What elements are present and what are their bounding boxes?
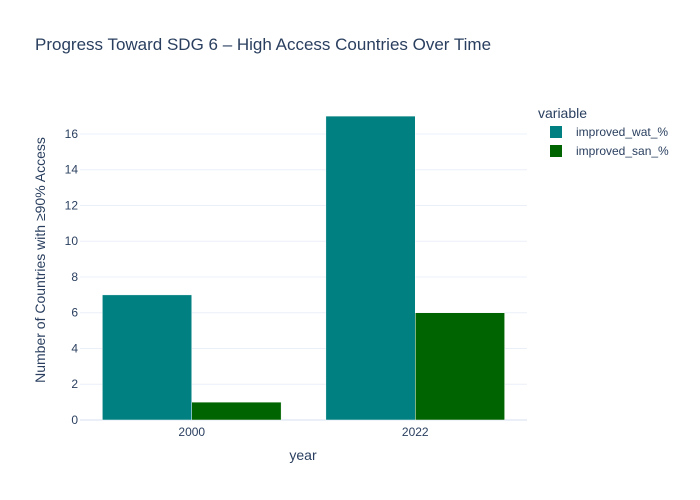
bar-improved-wat--2000 [102, 294, 192, 421]
y-tick-label: 0 [71, 413, 78, 427]
bar-improved-wat--2022 [325, 115, 416, 421]
bar-improved-san--2022 [415, 312, 505, 421]
y-axis-title: Number of Countries with ≥90% Access [32, 137, 48, 383]
y-axis-ticks: 0 2 4 6 8 10 12 14 16 [65, 127, 79, 427]
legend-swatch[interactable] [550, 126, 562, 138]
legend: variable improved_wat_% improved_san_% [538, 105, 669, 158]
x-axis-title: year [289, 447, 317, 463]
y-tick-label: 12 [65, 198, 79, 212]
y-tick-label: 8 [71, 270, 78, 284]
y-tick-label: 16 [65, 127, 79, 141]
y-tick-label: 2 [71, 377, 78, 391]
bars [102, 115, 505, 421]
x-tick-label: 2000 [178, 425, 205, 439]
legend-title: variable [538, 105, 587, 121]
legend-swatch[interactable] [550, 145, 562, 157]
bar-improved-san--2000 [191, 401, 282, 421]
legend-item-label[interactable]: improved_san_% [576, 144, 669, 158]
x-tick-label: 2022 [402, 425, 429, 439]
y-tick-label: 4 [71, 341, 78, 355]
chart-title: Progress Toward SDG 6 – High Access Coun… [35, 35, 491, 54]
y-tick-label: 14 [65, 163, 79, 177]
legend-item-label[interactable]: improved_wat_% [576, 125, 668, 139]
y-tick-label: 10 [65, 234, 79, 248]
y-tick-label: 6 [71, 306, 78, 320]
x-axis-ticks: 2000 2022 [178, 425, 429, 439]
